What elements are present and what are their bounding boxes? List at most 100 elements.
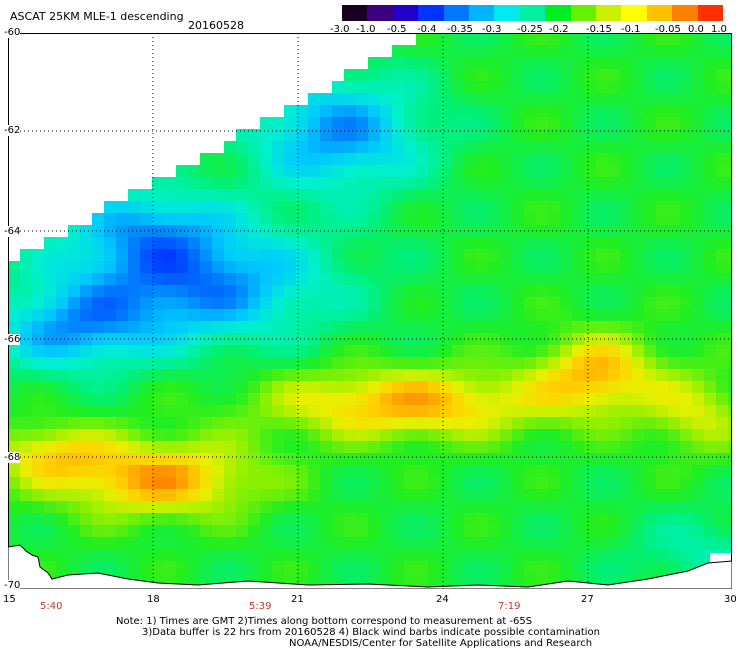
wind-cell	[464, 285, 477, 298]
wind-cell	[44, 393, 57, 406]
wind-cell	[260, 189, 273, 202]
wind-cell	[80, 357, 93, 370]
wind-cell	[152, 477, 165, 490]
wind-cell	[368, 537, 381, 550]
wind-cell	[512, 489, 525, 502]
wind-cell	[272, 153, 285, 166]
wind-cell	[296, 345, 309, 358]
wind-cell	[260, 441, 273, 454]
wind-cell	[332, 105, 345, 118]
wind-cell	[128, 273, 141, 286]
wind-cell	[260, 297, 273, 310]
ascat-map	[7, 32, 740, 598]
wind-cell	[680, 57, 693, 70]
wind-cell	[212, 285, 225, 298]
wind-cell	[416, 417, 429, 430]
wind-cell	[344, 177, 357, 190]
wind-cell	[536, 537, 549, 550]
wind-cell	[668, 213, 681, 226]
wind-cell	[632, 333, 645, 346]
wind-cell	[596, 117, 609, 130]
wind-cell	[68, 561, 81, 574]
wind-cell	[680, 81, 693, 94]
wind-cell	[392, 513, 405, 526]
wind-cell	[92, 225, 105, 238]
wind-cell	[380, 429, 393, 442]
wind-cell	[476, 321, 489, 334]
wind-cell	[440, 57, 453, 70]
wind-cell	[584, 381, 597, 394]
wind-cell	[164, 561, 177, 574]
wind-cell	[464, 177, 477, 190]
wind-cell	[248, 225, 261, 238]
wind-cell	[668, 153, 681, 166]
wind-cell	[476, 345, 489, 358]
wind-cell	[716, 417, 729, 430]
wind-cell	[596, 405, 609, 418]
wind-cell	[512, 45, 525, 58]
wind-cell	[548, 561, 561, 574]
colorbar-swatch	[570, 5, 597, 21]
wind-cell	[284, 285, 297, 298]
wind-cell	[320, 513, 333, 526]
wind-cell	[272, 141, 285, 154]
wind-cell	[56, 429, 69, 442]
wind-cell	[116, 537, 129, 550]
map-panel[interactable]	[7, 32, 740, 598]
wind-cell	[656, 237, 669, 250]
wind-cell	[524, 513, 537, 526]
colorbar-labels: -3.0 -1.0 -0.5 -0.4 -0.35 -0.3 -0.25 -0.2 -0.15-…	[330, 24, 727, 36]
wind-cell	[428, 333, 441, 346]
wind-cell	[644, 297, 657, 310]
wind-cell	[572, 57, 585, 70]
wind-cell	[320, 141, 333, 154]
wind-cell	[680, 165, 693, 178]
wind-cell	[524, 285, 537, 298]
wind-cell	[92, 393, 105, 406]
wind-cell	[656, 345, 669, 358]
wind-cell	[476, 189, 489, 202]
wind-cell	[428, 57, 441, 70]
wind-cell	[560, 549, 573, 562]
wind-cell	[164, 297, 177, 310]
wind-cell	[500, 297, 513, 310]
wind-cell	[368, 273, 381, 286]
wind-cell	[512, 429, 525, 442]
wind-cell	[476, 237, 489, 250]
wind-cell	[344, 201, 357, 214]
wind-cell	[356, 213, 369, 226]
wind-cell	[452, 297, 465, 310]
wind-cell	[560, 297, 573, 310]
wind-cell	[428, 285, 441, 298]
wind-cell	[248, 489, 261, 502]
wind-cell	[608, 345, 621, 358]
wind-cell	[140, 441, 153, 454]
wind-cell	[668, 129, 681, 142]
wind-cell	[380, 189, 393, 202]
wind-cell	[704, 525, 717, 538]
wind-cell	[80, 525, 93, 538]
wind-cell	[692, 33, 705, 46]
wind-cell	[524, 153, 537, 166]
colorbar-swatch	[418, 5, 444, 21]
wind-cell	[320, 489, 333, 502]
wind-cell	[536, 69, 549, 82]
wind-cell	[392, 537, 405, 550]
wind-cell	[320, 561, 333, 574]
wind-cell	[548, 189, 561, 202]
wind-cell	[332, 225, 345, 238]
wind-cell	[656, 153, 669, 166]
wind-cell	[464, 213, 477, 226]
wind-cell	[164, 237, 177, 250]
wind-cell	[296, 237, 309, 250]
wind-cell	[572, 141, 585, 154]
wind-cell	[188, 225, 201, 238]
wind-cell	[668, 333, 681, 346]
wind-cell	[644, 549, 657, 562]
wind-cell	[176, 573, 189, 586]
wind-cell	[704, 489, 717, 502]
wind-cell	[56, 441, 69, 454]
wind-cell	[476, 561, 489, 574]
wind-cell	[188, 213, 201, 226]
wind-cell	[500, 177, 513, 190]
